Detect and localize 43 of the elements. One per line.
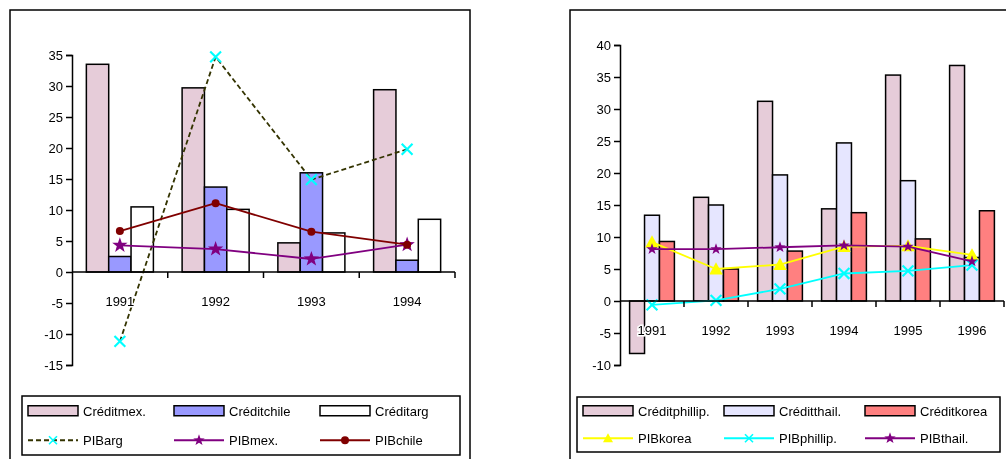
legend-label: PIBmex. (229, 433, 279, 449)
y-tick-label: 30 (48, 78, 63, 94)
y-tick-label: 25 (596, 133, 611, 149)
x-tick-label: 1992 (701, 323, 731, 338)
y-tick-label: 0 (603, 293, 611, 309)
y-tick-label: -10 (592, 357, 611, 373)
legend-label: PIBphillip. (779, 431, 837, 447)
x-tick-label: 1994 (392, 294, 422, 309)
y-tick-label: -5 (51, 295, 63, 311)
y-tick-label: 40 (596, 37, 611, 53)
legend-label: PIBthail. (920, 431, 969, 447)
y-tick-label: 5 (55, 233, 63, 249)
y-tick-label: 35 (596, 69, 611, 85)
y-tick-label: 10 (596, 229, 611, 245)
x-tick-label: 1995 (893, 323, 923, 338)
legend-label: PIBkorea (638, 431, 693, 447)
x-tick-label: 1994 (829, 323, 859, 338)
y-tick-label: -10 (44, 326, 63, 342)
x-tick-label: 1996 (957, 323, 987, 338)
legend-label: Créditarg (375, 403, 429, 419)
legend-label: PIBchile (375, 433, 423, 449)
y-tick-label: 35 (48, 47, 63, 63)
legend-label: Créditmex. (83, 403, 146, 419)
x-tick-label: 1993 (765, 323, 795, 338)
legend-label: Créditkorea (920, 403, 988, 419)
legend-label: Créditchile (229, 403, 291, 419)
legend-label: Créditthail. (779, 403, 842, 419)
y-tick-label: 5 (603, 261, 611, 277)
x-tick-label: 1992 (201, 294, 231, 309)
y-tick-label: -15 (44, 357, 63, 373)
legend-label: Créditphillip. (638, 403, 710, 419)
y-tick-label: 30 (596, 101, 611, 117)
y-tick-label: 20 (48, 140, 63, 156)
y-tick-label: 25 (48, 109, 63, 125)
y-tick-label: 15 (48, 171, 63, 187)
y-tick-label: 15 (596, 197, 611, 213)
x-tick-label: 1991 (105, 294, 135, 309)
y-tick-label: -5 (599, 325, 611, 341)
legend-label: PIBarg (83, 433, 123, 449)
y-tick-label: 20 (596, 165, 611, 181)
x-tick-label: 1993 (296, 294, 326, 309)
y-tick-label: 10 (48, 202, 63, 218)
y-tick-label: 0 (55, 264, 63, 280)
